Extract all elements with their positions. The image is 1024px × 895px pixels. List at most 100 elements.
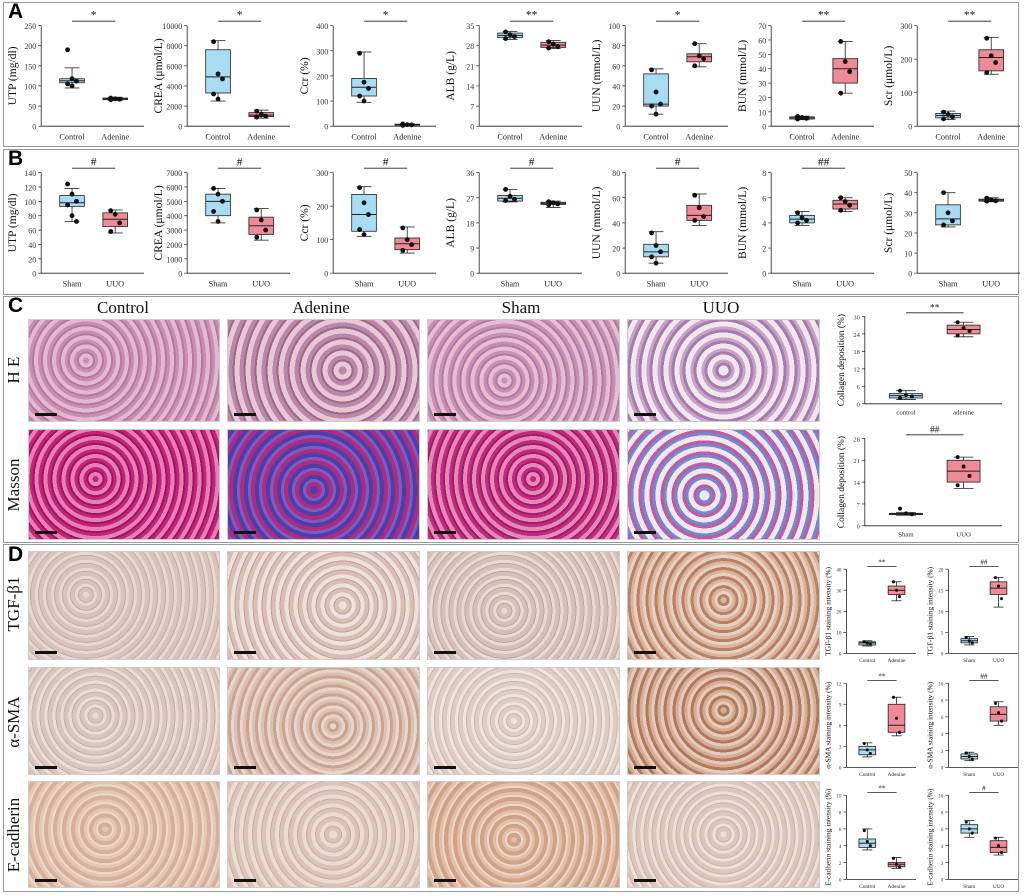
y-tick-label: 6 (762, 194, 766, 203)
data-point (984, 35, 990, 41)
data-point (507, 193, 513, 199)
data-point (108, 208, 114, 214)
data-point (108, 229, 114, 234)
data-point (357, 50, 363, 56)
data-point (404, 237, 410, 243)
micrograph-he-control (28, 319, 220, 422)
micrograph-asma-adenine (227, 667, 420, 775)
data-point (117, 96, 123, 102)
data-point (503, 36, 509, 41)
micrograph-masson-uuo (627, 429, 820, 540)
data-point (950, 114, 955, 120)
data-point (215, 96, 221, 102)
box-plot: 0 100 200 300 Scr (μmol/L) Control Adenine ** (883, 9, 1020, 141)
data-point (838, 90, 844, 96)
data-point (263, 227, 269, 233)
micrograph-he-adenine (227, 319, 420, 422)
scale-bar (634, 413, 656, 416)
y-tick-label: 9 (470, 245, 474, 254)
data-point (941, 222, 947, 228)
y-tick-label: 0 (908, 123, 912, 132)
data-point (546, 39, 552, 45)
y-axis-label: UUN (mmol/L) (591, 39, 603, 112)
y-axis-label: BUN (mmol/L) (737, 187, 749, 259)
data-point (503, 198, 509, 203)
data-point (108, 97, 114, 103)
data-point (696, 53, 702, 59)
y-tick-label: 100 (608, 22, 620, 31)
data-point (795, 210, 801, 216)
y-tick-label: 150 (24, 62, 36, 71)
x-tick-label: Control (935, 132, 961, 141)
y-tick-label: 70 (758, 22, 766, 31)
y-axis-label: UTP (mg/dl) (7, 46, 19, 105)
y-tick-label: 3000 (166, 227, 182, 236)
y-tick-label: 10 (758, 108, 766, 117)
y-tick-label: 7000 (166, 169, 182, 178)
significance-label: # (675, 156, 681, 168)
column-label-adenine: Adenine (292, 298, 350, 317)
data-point (696, 205, 702, 211)
significance-label: # (383, 156, 389, 168)
x-tick-label: Sham (63, 279, 82, 288)
significance-label: * (91, 9, 97, 21)
panel-label-a: A (8, 0, 24, 23)
y-tick-label: 0 (178, 270, 182, 279)
scale-bar (434, 766, 456, 769)
panel-d (3, 544, 1019, 892)
y-tick-label: 80 (28, 212, 36, 221)
y-tick-label: 40 (758, 65, 766, 74)
box-plot: 0 20 40 60 80 UUN (mmol/L) Sham UUO # (591, 156, 728, 288)
y-axis-label: CREA (μmol/L) (153, 38, 165, 113)
data-point (649, 230, 655, 236)
micrograph-ecadherin-sham (427, 781, 620, 888)
x-tick-label: Sham (647, 279, 666, 288)
y-tick-label: 20 (904, 229, 912, 238)
data-point (658, 249, 663, 255)
y-tick-label: 10000 (162, 22, 182, 31)
x-tick-label: Control (59, 132, 85, 141)
micrograph-he-uuo (627, 319, 820, 422)
data-point (692, 217, 698, 223)
data-point (649, 67, 655, 73)
y-tick-label: 400 (316, 22, 328, 31)
data-point (804, 115, 809, 121)
data-point (65, 47, 71, 53)
scale-bar (234, 651, 256, 654)
y-tick-label: 28 (466, 42, 474, 51)
data-point (555, 201, 561, 207)
micrograph-tgf-control (28, 551, 220, 660)
data-point (215, 219, 221, 224)
data-point (984, 198, 990, 204)
box-plot: 0 100 200 300 Ccr (%) Sham UUO # (299, 156, 436, 288)
y-tick-label: 0 (470, 123, 474, 132)
micrograph-masson-adenine (227, 429, 420, 540)
y-tick-label: 40 (904, 189, 912, 198)
y-tick-label: 200 (316, 72, 328, 81)
row-label-ecadherin: E-cadherin (4, 797, 23, 873)
data-point (74, 198, 79, 204)
y-tick-label: 50 (28, 103, 36, 112)
y-tick-label: 100 (24, 198, 36, 207)
panel-label-b: B (8, 147, 24, 170)
panel-label-c: C (8, 294, 24, 317)
scale-bar (634, 531, 656, 534)
data-point (220, 76, 225, 82)
data-point (842, 59, 848, 64)
box-plot: 0 100 200 300 400 Ccr (%) Control Adenine * (299, 9, 436, 141)
data-point (112, 96, 118, 102)
y-tick-label: 7 (470, 103, 474, 112)
scale-bar (35, 651, 57, 654)
y-tick-label: 2 (762, 245, 766, 254)
data-point (795, 220, 801, 226)
scale-bar (35, 413, 57, 416)
x-tick-label: UUO (544, 279, 562, 288)
x-tick-label: Adenine (831, 132, 859, 141)
row-label-asma: α-SMA (4, 696, 23, 748)
data-point (409, 242, 415, 248)
data-point (65, 181, 71, 187)
box-plot: 0 10 20 30 40 50 60 70 BUN (mmol/L) Control Adenin… (737, 9, 874, 141)
data-point (258, 217, 264, 223)
micrograph-asma-uuo (627, 667, 820, 775)
